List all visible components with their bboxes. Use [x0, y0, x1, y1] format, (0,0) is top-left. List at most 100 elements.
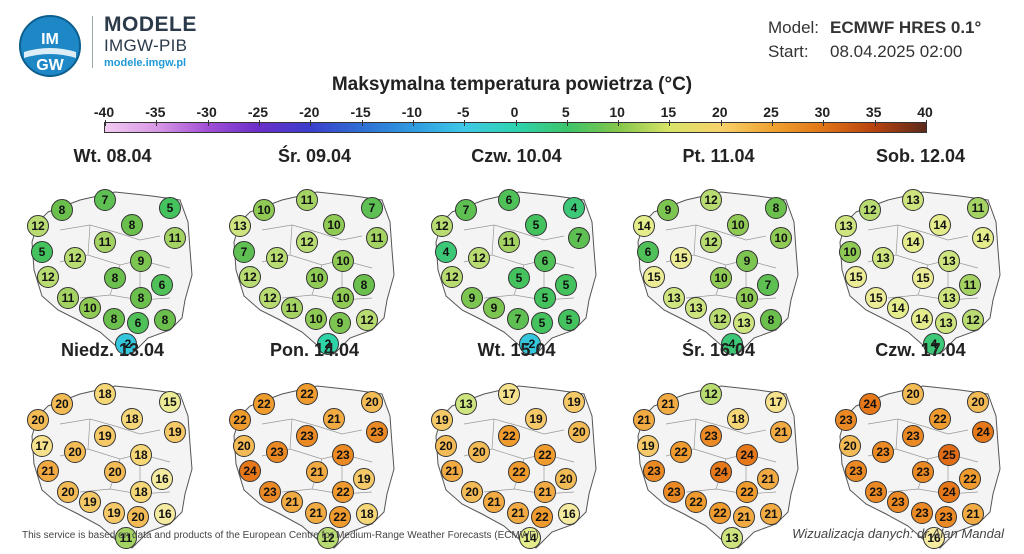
- scale-label: -35: [145, 104, 166, 120]
- temperature-bubble: 12: [296, 231, 318, 253]
- temperature-bubble: 19: [525, 408, 547, 430]
- temperature-bubble: 24: [710, 461, 732, 483]
- temperature-bubble: 14: [929, 214, 951, 236]
- temperature-bubble: 20: [839, 435, 861, 457]
- temperature-bubble: 6: [534, 250, 556, 272]
- temperature-bubble: 7: [361, 197, 383, 219]
- temperature-bubble: 5: [531, 312, 553, 334]
- temperature-bubble: 16: [151, 468, 173, 490]
- temperature-bubble: 5: [159, 197, 181, 219]
- scale-tick: [515, 120, 517, 126]
- temperature-bubble: 21: [281, 491, 303, 513]
- forecast-panel: Niedz. 13.04 20 18 15 20 18 19 17 20 19 18 21 20 16 20…: [20, 340, 205, 549]
- temperature-bubble: 23: [266, 441, 288, 463]
- temperature-bubble: 22: [498, 425, 520, 447]
- temperature-bubble: 12: [239, 266, 261, 288]
- temperature-bubble: 5: [525, 214, 547, 236]
- temperature-bubble: 11: [498, 231, 520, 253]
- scale-label: -20: [299, 104, 320, 120]
- temperature-bubble: 14: [519, 527, 541, 549]
- temperature-bubble: 23: [700, 425, 722, 447]
- temperature-bubble: 12: [962, 309, 984, 331]
- scale-tick: [105, 120, 106, 126]
- temperature-bubble: 20: [468, 441, 490, 463]
- temperature-bubble: 20: [555, 468, 577, 490]
- temperature-bubble: 10: [710, 267, 732, 289]
- temperature-bubble: 4: [563, 197, 585, 219]
- temperature-bubble: 10: [332, 287, 354, 309]
- temperature-bubble: 21: [757, 468, 779, 490]
- temperature-bubble: 9: [736, 250, 758, 272]
- temperature-bubble: 13: [935, 312, 957, 334]
- temperature-bubble: 15: [643, 266, 665, 288]
- forecast-panel: Sob. 12.04 12 13 11 13 14 14 10 13 14 13 15 15 11 15 13…: [828, 146, 1013, 355]
- temperature-bubble: 24: [736, 444, 758, 466]
- temperature-bubble: 9: [461, 287, 483, 309]
- temperature-bubble: 24: [938, 481, 960, 503]
- temperature-bubble: 13: [902, 189, 924, 211]
- temperature-bubble: 13: [721, 527, 743, 549]
- temperature-bubble: 9: [483, 297, 505, 319]
- temperature-bubble: 12: [700, 383, 722, 405]
- temperature-bubble: 8: [104, 267, 126, 289]
- start-value: 08.04.2025 02:00: [830, 42, 963, 61]
- scale-tick: [618, 120, 620, 126]
- temperature-bubble: 12: [441, 266, 463, 288]
- temperature-bubble: 22: [229, 409, 251, 431]
- brand-subtitle: IMGW-PIB: [104, 36, 188, 55]
- temperature-bubble: 8: [121, 214, 143, 236]
- temperature-bubble: 23: [259, 481, 281, 503]
- temperature-bubble: 18: [94, 383, 116, 405]
- scale-tick: [823, 120, 825, 126]
- temperature-bubble: 10: [839, 241, 861, 263]
- scale-tick: [361, 120, 363, 126]
- panel-day-label: Pon. 14.04: [269, 340, 360, 360]
- temperature-bubble: 19: [431, 409, 453, 431]
- start-label: Start:: [768, 42, 809, 61]
- temperature-bubble: 19: [164, 421, 186, 443]
- temperature-bubble: 21: [306, 461, 328, 483]
- temperature-bubble: 22: [534, 444, 556, 466]
- scale-label: 30: [814, 104, 831, 120]
- panel-day-label: Śr. 09.04: [277, 146, 352, 166]
- temperature-bubble: 8: [51, 199, 73, 221]
- scale-label: -15: [350, 104, 371, 120]
- brand: MODELE IMGW-PIB modele.imgw.pl: [104, 14, 197, 71]
- scale-tick: [207, 120, 209, 126]
- temperature-bubble: 12: [317, 527, 339, 549]
- temperature-bubble: 19: [94, 425, 116, 447]
- temperature-bubble: 12: [356, 309, 378, 331]
- temperature-bubble: 18: [130, 444, 152, 466]
- panel-day-label: Sob. 12.04: [875, 146, 966, 166]
- scale-tick: [156, 120, 158, 126]
- temperature-bubble: 22: [709, 502, 731, 524]
- temperature-bubble: 19: [637, 435, 659, 457]
- temperature-bubble: 13: [663, 287, 685, 309]
- temperature-bubble: 8: [353, 274, 375, 296]
- temperature-bubble: 20: [233, 435, 255, 457]
- scale-tick: [258, 120, 260, 126]
- temperature-bubble: 13: [733, 312, 755, 334]
- temperature-bubble: 13: [938, 250, 960, 272]
- temperature-bubble: 20: [104, 461, 126, 483]
- scale-labels: -40 -35 -30 -25 -20 -15 -10 -5 0 5 10 15 20 25 30 35 40: [94, 104, 933, 122]
- temperature-bubble: 15: [865, 287, 887, 309]
- temperature-bubble: 16: [154, 503, 176, 525]
- brand-url[interactable]: modele.imgw.pl: [104, 57, 187, 69]
- logo-text-top: IM: [41, 31, 59, 48]
- scale-tick: [874, 120, 876, 126]
- scale-label: -25: [247, 104, 269, 120]
- temperature-bubble: -2: [519, 333, 541, 355]
- scale-tick: [926, 120, 927, 126]
- temperature-bubble: 20: [361, 391, 383, 413]
- temperature-bubble: 18: [727, 408, 749, 430]
- temperature-bubble: 23: [902, 425, 924, 447]
- temperature-bubble: 23: [332, 444, 354, 466]
- forecast-panel: Pt. 11.04 9 12 8 14 10 10 6 15 12 9 15 10 7 13 10 13 12 13…: [626, 146, 811, 355]
- temperature-bubble: 18: [356, 503, 378, 525]
- temperature-bubble: 16: [558, 503, 580, 525]
- forecast-panel: Czw. 10.04 7 6 4 12 5 7 4 12 11 6 12 5 5 9 5 9 7 5 5 -2: [424, 146, 609, 355]
- scale-tick: [566, 120, 568, 126]
- temperature-bubble: 4: [721, 333, 743, 355]
- scale-tick: [310, 120, 312, 126]
